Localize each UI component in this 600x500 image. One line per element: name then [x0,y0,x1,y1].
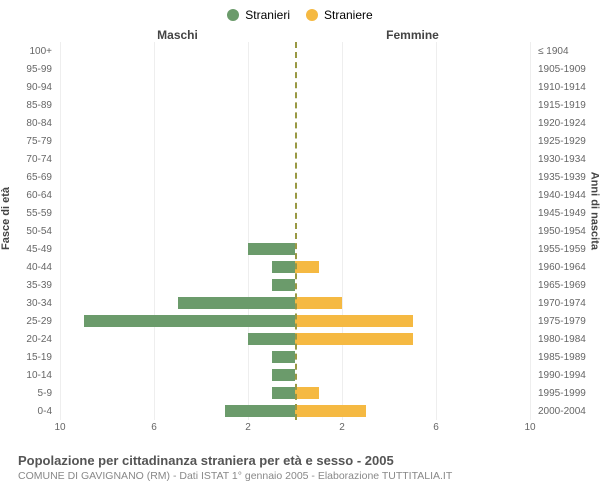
birth-label: 1970-1974 [534,294,600,312]
age-label: 30-34 [0,294,56,312]
birth-label: 2000-2004 [534,402,600,420]
age-label: 50-54 [0,222,56,240]
birth-label: 1960-1964 [534,258,600,276]
chart-title: Popolazione per cittadinanza straniera p… [18,453,582,468]
bar-female [295,333,413,346]
header-female: Femmine [295,28,530,42]
age-label: 75-79 [0,132,56,150]
legend-label: Straniere [324,8,373,22]
age-label: 60-64 [0,186,56,204]
age-label: 80-84 [0,114,56,132]
age-label: 55-59 [0,204,56,222]
xtick: 6 [151,422,157,433]
age-label: 25-29 [0,312,56,330]
chart-area [60,42,530,420]
column-headers: Maschi Femmine [0,28,600,42]
birth-label: 1920-1924 [534,114,600,132]
age-label: 90-94 [0,78,56,96]
dot-icon [306,9,318,21]
plot [60,42,530,420]
xtick: 10 [524,422,535,433]
birth-label: 1945-1949 [534,204,600,222]
footer: Popolazione per cittadinanza straniera p… [18,453,582,482]
birth-label: 1915-1919 [534,96,600,114]
age-label: 65-69 [0,168,56,186]
bar-male [272,351,296,364]
age-label: 40-44 [0,258,56,276]
birth-label: 1990-1994 [534,366,600,384]
birth-label: 1905-1909 [534,60,600,78]
bar-male [248,333,295,346]
legend-item-male: Stranieri [227,8,290,22]
birth-label: 1965-1969 [534,276,600,294]
age-label: 0-4 [0,402,56,420]
age-label: 35-39 [0,276,56,294]
bar-male [272,261,296,274]
age-label: 10-14 [0,366,56,384]
bar-female [295,315,413,328]
dot-icon [227,9,239,21]
birth-label: 1940-1944 [534,186,600,204]
age-label: 15-19 [0,348,56,366]
bar-male [225,405,296,418]
bar-female [295,261,319,274]
birth-label: 1995-1999 [534,384,600,402]
bar-male [272,369,296,382]
legend: Stranieri Straniere [0,0,600,22]
birth-label: 1930-1934 [534,150,600,168]
bar-male [272,387,296,400]
xtick: 2 [245,422,251,433]
chart-subtitle: COMUNE DI GAVIGNANO (RM) - Dati ISTAT 1°… [18,470,582,482]
age-label: 95-99 [0,60,56,78]
bar-female [295,405,366,418]
centerline [295,42,297,420]
yaxis-right: ≤ 19041905-19091910-19141915-19191920-19… [534,42,600,420]
xaxis: 10622610 [60,422,530,436]
birth-label: ≤ 1904 [534,42,600,60]
age-label: 70-74 [0,150,56,168]
age-label: 100+ [0,42,56,60]
birth-label: 1935-1939 [534,168,600,186]
birth-label: 1975-1979 [534,312,600,330]
bar-male [248,243,295,256]
birth-label: 1910-1914 [534,78,600,96]
bar-male [178,297,296,310]
bar-female [295,297,342,310]
birth-label: 1925-1929 [534,132,600,150]
xtick: 2 [339,422,345,433]
legend-label: Stranieri [245,8,290,22]
bar-male [272,279,296,292]
age-label: 85-89 [0,96,56,114]
birth-label: 1980-1984 [534,330,600,348]
age-label: 20-24 [0,330,56,348]
age-label: 45-49 [0,240,56,258]
xtick: 10 [54,422,65,433]
bar-male [84,315,296,328]
bar-female [295,387,319,400]
age-label: 5-9 [0,384,56,402]
birth-label: 1955-1959 [534,240,600,258]
birth-label: 1950-1954 [534,222,600,240]
header-male: Maschi [60,28,295,42]
yaxis-left: 100+95-9990-9485-8980-8475-7970-7465-696… [0,42,56,420]
xtick: 6 [433,422,439,433]
legend-item-female: Straniere [306,8,373,22]
birth-label: 1985-1989 [534,348,600,366]
